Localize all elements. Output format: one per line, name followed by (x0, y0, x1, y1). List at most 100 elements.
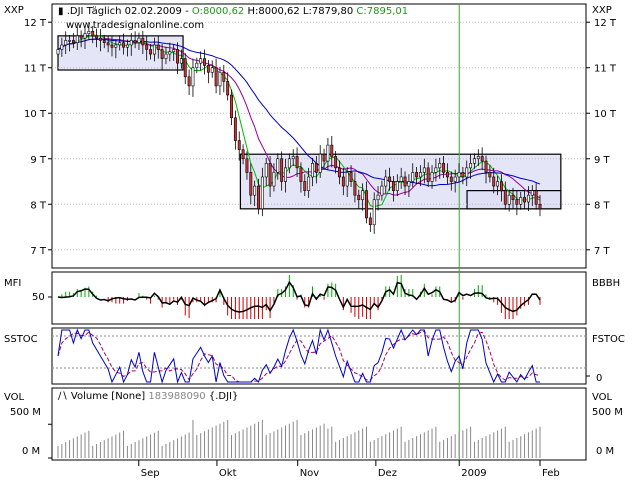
price-tick-label-right: 8 T (594, 200, 611, 211)
candle-body (214, 67, 218, 87)
mfi-line (57, 280, 541, 313)
price-tick-label-left: 12 T (24, 18, 47, 29)
candle-body (210, 67, 214, 73)
header-open: O:8000,62 (192, 6, 244, 17)
price-tick-label-left: 11 T (24, 64, 47, 75)
candle-body (515, 199, 519, 205)
candle-body (233, 117, 237, 141)
candle-body (176, 49, 179, 64)
candle-body (64, 40, 68, 46)
candle-body (523, 197, 527, 203)
candle-body (114, 44, 118, 48)
vol-tick-0-left: 0 M (22, 446, 40, 457)
vol-legend: ∕∖ Volume [None] 183988090 {.DJI} (58, 391, 238, 402)
candle-body (345, 172, 349, 187)
candle-body (318, 153, 322, 173)
candle-body (399, 176, 403, 182)
price-tick-label-left: 9 T (30, 155, 47, 166)
candle-body (511, 194, 515, 201)
candle-body (473, 158, 476, 164)
candle-body (488, 172, 492, 178)
stoc-left-title: SSTOC (4, 334, 38, 345)
header-low: L:7879,80 (303, 6, 353, 17)
candle-body (372, 199, 376, 226)
candle-body (438, 163, 442, 169)
candle-body (338, 167, 341, 178)
candle-body (122, 42, 125, 48)
price-tick-label-left: 8 T (30, 200, 47, 211)
header-date: 02.02.2009 (125, 6, 182, 17)
mfi-right-title: BBBH (592, 278, 620, 289)
volume-bars (57, 419, 541, 458)
candle-body (87, 31, 91, 34)
header-close: C:7895,01 (356, 6, 408, 17)
candle-body (183, 58, 187, 78)
vol-legend-symbol: {.DJI} (209, 391, 239, 402)
candle-body (426, 167, 430, 182)
candle-body (268, 163, 272, 187)
candle-body (534, 190, 538, 205)
stoc-right-title: FSTOC (592, 334, 625, 345)
candles (56, 22, 542, 234)
candle-body (434, 167, 438, 173)
candle-body (241, 149, 245, 160)
candle-body (303, 181, 307, 191)
stochastic-series (52, 328, 586, 384)
candle-body (449, 176, 453, 182)
header-high: H:8000,62 (247, 6, 299, 17)
candle-body (172, 49, 176, 53)
candle-body (218, 71, 222, 87)
candle-body (334, 156, 338, 169)
candle-body (395, 181, 399, 191)
candle-body (380, 185, 384, 196)
candle-body (272, 172, 276, 187)
vol-tick-500-right: 500 M (592, 407, 623, 418)
candle-body (133, 40, 137, 43)
candle-body (503, 190, 507, 205)
candle-body (499, 181, 503, 191)
candle-body (226, 81, 230, 96)
candle-body (538, 203, 542, 210)
candle-body (168, 51, 172, 55)
candle-body (353, 181, 357, 196)
vol-left-title: VOL (4, 392, 25, 403)
candle-body (291, 156, 295, 160)
stoc-tick-label: 0 (596, 373, 602, 384)
candle-body (206, 65, 210, 73)
price-tick-label-right: 11 T (594, 64, 617, 75)
vol-legend-label: Volume [None] (71, 391, 145, 402)
candle-body (465, 167, 469, 178)
candle-body (476, 156, 480, 160)
candle-body (480, 156, 484, 162)
candle-body (314, 163, 318, 173)
candle-body (149, 49, 152, 55)
candle-body (284, 167, 287, 182)
candle-body (326, 144, 330, 162)
candle-body (230, 94, 233, 119)
candle-body (349, 172, 353, 182)
candle-body (260, 176, 264, 210)
candle-body (129, 40, 133, 46)
candle-body (361, 190, 365, 201)
price-left-title: XXP (4, 5, 24, 16)
vol-right-title: VOL (592, 392, 613, 403)
candle-body (264, 163, 268, 178)
candle-body (191, 67, 195, 87)
candle-body (365, 190, 368, 219)
price-tick-label-right: 12 T (594, 18, 617, 29)
price-tick-label-right: 10 T (594, 109, 617, 120)
candle-body (446, 172, 449, 178)
price-right-title: XXP (592, 5, 612, 16)
candle-body (280, 158, 284, 182)
candle-body (156, 44, 160, 50)
candle-body (102, 40, 106, 43)
candle-body (442, 163, 446, 173)
mfi-left-title: MFI (4, 278, 21, 289)
candle-body (253, 185, 257, 196)
candle-body (68, 40, 72, 42)
vol-legend-value: 183988090 (148, 391, 205, 402)
axis-ticks: 12 T 12 T 11 T 11 T 10 T 10 T 9 T 9 T 8 T 8 T 7 T 7… (24, 18, 617, 479)
mfi-tick-label: 50 (32, 292, 45, 303)
candle-body (322, 153, 326, 162)
